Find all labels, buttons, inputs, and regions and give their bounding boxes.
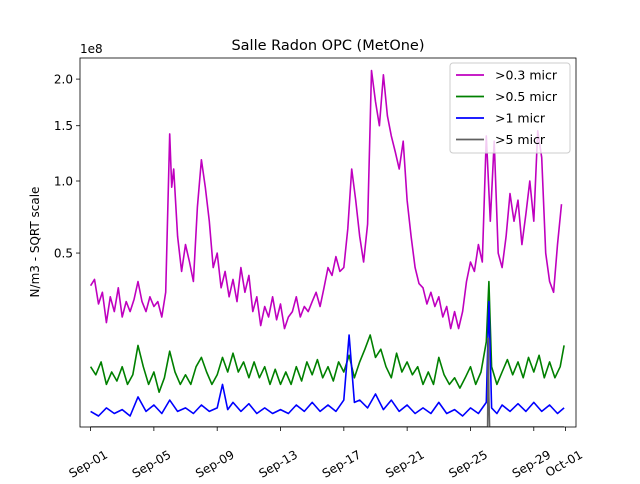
y-tick-label: 1.0 <box>54 175 73 189</box>
axes-frame <box>79 57 577 428</box>
legend-label-2: >0.5 micr <box>495 89 558 104</box>
y-axis-multiplier: 1e8 <box>80 42 103 56</box>
legend-label-4: >5 micr <box>495 132 546 147</box>
series-line-1 <box>89 69 563 330</box>
legend-box <box>449 62 571 154</box>
chart-title: Salle Radon OPC (MetOne) <box>231 38 424 54</box>
y-tick-label: 1.5 <box>54 119 73 133</box>
series-line-2 <box>89 280 565 393</box>
legend-label-1: >0.3 micr <box>495 68 558 83</box>
legend: >0.3 micr >0.5 micr >1 micr >5 micr <box>449 62 571 154</box>
series-line-4 <box>90 337 565 427</box>
legend-label-3: >1 micr <box>495 111 546 126</box>
series-line-3 <box>90 300 565 417</box>
y-tick-label: 0.5 <box>54 247 73 261</box>
y-axis-label: N/m3 - SQRT scale <box>28 187 42 298</box>
y-tick-label: 2.0 <box>54 73 73 87</box>
